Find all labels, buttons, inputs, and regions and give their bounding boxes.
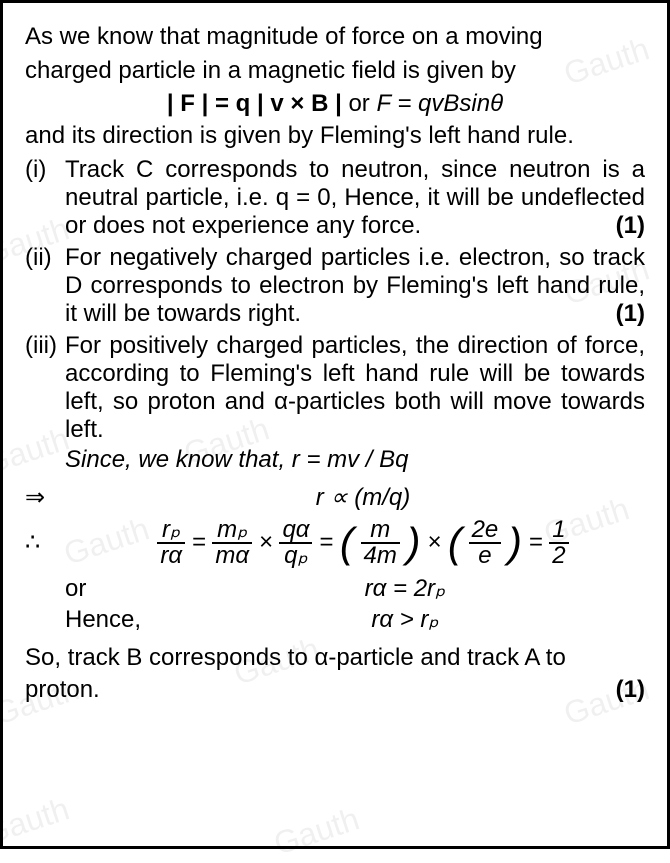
main-formula: | F | = q | v × B | or F = qvBsinθ: [25, 90, 645, 118]
implies-row: ⇒ r ∝ (m/q): [25, 483, 645, 512]
frac-top: m: [361, 518, 400, 544]
frac-half: 1 2: [549, 518, 568, 568]
or-label: or: [65, 575, 165, 603]
frac-mp-ma: mₚ mα: [212, 518, 252, 568]
intro-line-1: As we know that magnitude of force on a …: [25, 21, 645, 53]
hence-label: Hence,: [65, 606, 165, 634]
implies-symbol: ⇒: [25, 483, 73, 512]
frac-2e-e: 2e e: [469, 518, 502, 568]
list-item-iii: (iii) For positively charged particles, …: [25, 332, 645, 444]
item-number: (i): [25, 156, 65, 184]
frac-bot: rα: [157, 544, 185, 568]
item-body: For positively charged particles, the di…: [65, 332, 645, 444]
times: ×: [259, 528, 273, 555]
watermark: Gauth: [0, 790, 74, 852]
final-mark: (1): [616, 674, 645, 706]
watermark: Gauth: [269, 800, 363, 862]
or-equation: rα = 2rₚ: [165, 574, 645, 603]
frac-rp-ra: rₚ rα: [157, 518, 185, 568]
intro-line-2: charged particle in a magnetic field is …: [25, 55, 645, 87]
item-body: For negatively charged particles i.e. el…: [65, 244, 645, 328]
frac-top: rₚ: [157, 518, 185, 544]
frac-m-4m: m 4m: [361, 518, 400, 568]
since-text: Since, we know that, r = mv / Bq: [65, 446, 408, 473]
frac-bot: mα: [212, 544, 252, 568]
list-item-i: (i) Track C corresponds to neutron, sinc…: [25, 156, 645, 240]
close-paren: ): [407, 524, 421, 562]
frac-bot: 2: [549, 544, 568, 568]
item-mark: (1): [616, 212, 645, 240]
item-text: Track C corresponds to neutron, since ne…: [65, 156, 645, 239]
equals: =: [529, 528, 543, 555]
ratio-body: rₚ rα = mₚ mα × qα qₚ = ( m 4m ) × ( 2: [81, 518, 645, 568]
frac-top: 1: [549, 518, 568, 544]
formula-or: or: [342, 90, 377, 117]
open-paren: (: [340, 524, 354, 562]
or-row: or rα = 2rₚ: [65, 574, 645, 603]
item-text: For positively charged particles, the di…: [65, 332, 645, 443]
proportional-expr: r ∝ (m/q): [81, 483, 645, 512]
item-text: For negatively charged particles i.e. el…: [65, 244, 645, 327]
item-body: Track C corresponds to neutron, since ne…: [65, 156, 645, 240]
frac-top: mₚ: [212, 518, 252, 544]
formula-lhs: | F | = q | v × B |: [167, 90, 342, 117]
frac-top: qα: [279, 518, 312, 544]
frac-bot: qₚ: [279, 544, 312, 568]
frac-top: 2e: [469, 518, 502, 544]
since-line: Since, we know that, r = mv / Bq: [65, 444, 645, 476]
item-number: (iii): [25, 332, 65, 360]
intro-line-3: and its direction is given by Fleming's …: [25, 120, 645, 152]
equals: =: [319, 528, 333, 555]
close-paren: ): [508, 524, 522, 562]
times: ×: [427, 528, 441, 555]
frac-qa-qp: qα qₚ: [279, 518, 312, 568]
frac-bot: 4m: [361, 544, 400, 568]
equals: =: [192, 528, 206, 555]
item-mark: (1): [616, 300, 645, 328]
therefore-symbol: ∴: [25, 528, 73, 557]
hence-row: Hence, rα > rₚ: [65, 605, 645, 634]
frac-bot: e: [469, 544, 502, 568]
final-line: So, track B corresponds to α-particle an…: [25, 642, 645, 707]
open-paren: (: [448, 524, 462, 562]
item-number: (ii): [25, 244, 65, 272]
content-root: As we know that magnitude of force on a …: [25, 21, 645, 706]
hence-equation: rα > rₚ: [165, 605, 645, 634]
final-text: So, track B corresponds to α-particle an…: [25, 644, 566, 703]
list-item-ii: (ii) For negatively charged particles i.…: [25, 244, 645, 328]
ratio-equation: ∴ rₚ rα = mₚ mα × qα qₚ = ( m 4m ) ×: [25, 518, 645, 568]
formula-rhs: F = qvBsinθ: [376, 90, 503, 117]
